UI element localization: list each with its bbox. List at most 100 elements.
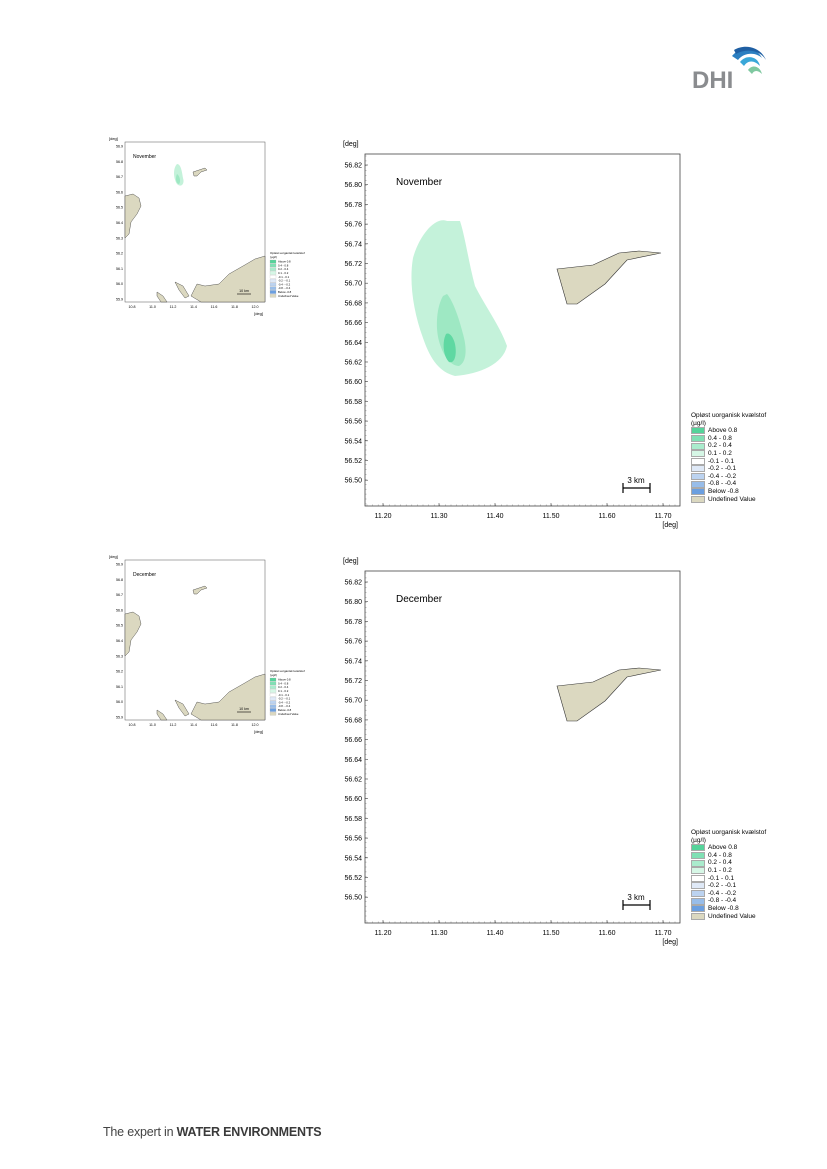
x-tick-label: 11.8 [231, 305, 238, 309]
x-tick-label: 11.0 [149, 305, 156, 309]
x-tick-label: 11.2 [170, 305, 177, 309]
x-tick-label: 11.6 [211, 723, 218, 727]
legend-item-label: Above 0.8 [278, 260, 291, 264]
island-land [556, 250, 662, 305]
y-tick-label: 56.9 [116, 145, 123, 149]
legend-item-label: -0.1 - 0.1 [708, 874, 735, 882]
legend: Opløst uorganisk kvælstof (µg/l) Above 0.8… [691, 829, 766, 920]
legend-swatch [269, 696, 277, 701]
overview-map-december: [deg] 56.9 56.8 56.7 56.6 56.5 56.4 56.3 56.2 56.… [105, 552, 305, 742]
legend-item: 0.1 - 0.2 [691, 450, 766, 458]
detail-map-november: [deg] 56.82 56.80 56.78 56.76 56.74 56.72 56.70… [335, 136, 766, 538]
land-west [124, 611, 142, 657]
y-tick-label: 56.80 [344, 182, 362, 189]
legend-item-label: Above 0.8 [708, 844, 738, 852]
legend-item-label: -0.8 - -0.4 [278, 286, 291, 290]
x-tick-label: 11.40 [487, 930, 504, 937]
svg-text:DHI: DHI [692, 67, 733, 94]
legend-swatch [269, 704, 277, 708]
legend-swatch [691, 457, 705, 465]
y-tick-label: 56.74 [344, 658, 362, 665]
land-south [174, 281, 190, 299]
detail-map-december: [deg] 56.82 56.80 56.78 56.76 56.74 56.72 56.70… [335, 553, 766, 955]
x-unit-label: [deg] [254, 729, 263, 734]
y-tick-label: 56.60 [344, 379, 362, 386]
legend-item-label: Below -0.8 [708, 487, 739, 495]
y-unit-label: [deg] [343, 141, 359, 148]
y-tick-label: 56.6 [116, 190, 123, 194]
legend-item-label: 0.2 - 0.4 [278, 267, 289, 271]
y-tick-label: 56.80 [344, 599, 362, 606]
plume-core [175, 174, 181, 184]
detail-map-svg: [deg] 56.82 56.80 56.78 56.76 56.74 56.72 56.70… [343, 558, 681, 946]
legend-item-label: -0.1 - 0.1 [278, 275, 290, 279]
scalebar: 3 km [622, 893, 651, 910]
legend-item-label: -0.8 - -0.4 [278, 704, 291, 708]
legend-item-label: -0.1 - 0.1 [708, 457, 735, 465]
legend-swatch [691, 859, 705, 867]
y-tick-label: 56.58 [344, 816, 362, 823]
legend-swatch [691, 867, 705, 875]
legend-item-label: -0.1 - 0.1 [278, 693, 290, 697]
y-tick-label: 56.70 [344, 281, 362, 288]
legend-swatch [691, 852, 705, 860]
legend-item-label: 0.4 - 0.8 [278, 681, 289, 685]
scalebar-label: 10 km [239, 289, 249, 293]
legend-item-label: 0.1 - 0.2 [278, 689, 289, 693]
legend-item: -0.2 - -0.1 [691, 465, 766, 473]
x-unit-label: [deg] [254, 311, 263, 316]
y-tick-label: 56.68 [344, 717, 362, 724]
legend-item: -0.8 - -0.4 [691, 897, 766, 905]
y-tick-label: 55.9 [116, 298, 123, 302]
legend-item: -0.2 - -0.1 [691, 882, 766, 890]
land-islet [156, 709, 168, 721]
legend-title: Opløst uorganisk kvælstof [691, 829, 767, 836]
x-tick-label: 11.20 [375, 930, 392, 937]
legend-swatch [269, 708, 277, 712]
y-tick-label: 56.64 [344, 340, 362, 347]
y-tick-label: 56.6 [116, 608, 123, 612]
legend-swatch [269, 689, 277, 693]
legend-item-label: Undefined Value [708, 495, 756, 503]
legend-item-label: Below -0.8 [278, 290, 292, 294]
y-tick-label: 56.7 [116, 175, 123, 179]
legend-swatch [691, 912, 705, 920]
island-land [556, 667, 662, 722]
legend-item-label: Undefined Value [708, 912, 756, 920]
legend-swatch [691, 435, 705, 443]
legend-swatch [691, 890, 705, 898]
x-tick-label: 11.60 [599, 513, 616, 520]
land-west [124, 193, 142, 239]
legend-swatch [269, 275, 277, 279]
legend-swatch [269, 685, 277, 689]
legend-swatch [269, 700, 277, 705]
x-tick-label: 11.30 [431, 930, 448, 937]
land-southeast [190, 673, 266, 721]
y-tick-label: 56.8 [116, 160, 123, 164]
y-tick-label: 56.52 [344, 458, 362, 465]
legend-swatch [269, 693, 277, 697]
legend-title: Opløst uorganisk kvælstof [270, 251, 305, 255]
x-tick-label: 11.50 [543, 513, 560, 520]
legend-unit: (µg/l) [691, 836, 706, 844]
legend-item-label: 0.2 - 0.4 [708, 442, 732, 450]
y-unit-label: [deg] [343, 558, 359, 565]
legend-item: 0.4 - 0.8 [691, 852, 766, 860]
x-tick-label: 11.40 [487, 513, 504, 520]
y-tick-label: 56.58 [344, 399, 362, 406]
month-label: December [133, 572, 156, 578]
legend-item-label: 0.1 - 0.2 [708, 449, 732, 457]
legend: Opløst uorganisk kvælstof (µg/l) Above 0.8… [691, 412, 766, 503]
y-tick-label: 56.7 [116, 593, 123, 597]
legend-item: -0.1 - 0.1 [691, 875, 766, 883]
month-label: November [396, 177, 443, 188]
x-tick-label: 12.0 [252, 305, 259, 309]
land-southeast [190, 255, 266, 303]
legend-swatch [691, 882, 705, 890]
legend-swatch [269, 263, 277, 268]
legend-swatch [269, 677, 277, 682]
y-tick-label: 56.5 [116, 206, 123, 210]
y-tick-label: 56.76 [344, 639, 362, 646]
y-tick-label: 56.62 [344, 777, 362, 784]
legend-item-label: -0.4 - -0.2 [278, 282, 291, 286]
